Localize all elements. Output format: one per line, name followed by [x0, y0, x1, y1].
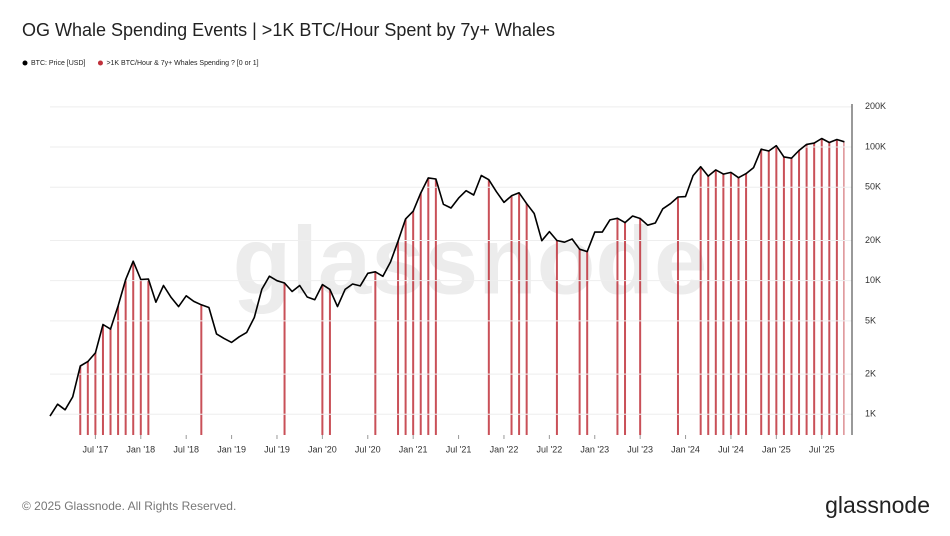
event-bar [722, 138, 725, 435]
event-bar [404, 138, 407, 435]
logo: glassnode [825, 492, 930, 518]
event-bar [79, 138, 82, 435]
y-tick-label: 50K [865, 182, 881, 192]
watermark: glassnode [233, 207, 708, 314]
event-bar [578, 138, 581, 435]
x-tick-label: Jul '22 [536, 444, 562, 454]
event-bar [200, 138, 203, 435]
x-tick-label: Jul '17 [83, 444, 109, 454]
event-bar [525, 138, 528, 435]
event-bar [616, 138, 619, 435]
event-bar [94, 138, 97, 435]
event-bar [782, 138, 785, 435]
event-bar [835, 138, 838, 435]
event-bar [510, 138, 513, 435]
event-bars [79, 138, 845, 435]
event-bar [147, 138, 150, 435]
event-bar [843, 138, 845, 435]
footer: © 2025 Glassnode. All Rights Reserved. [22, 499, 236, 513]
event-bar [555, 138, 558, 435]
event-bar [745, 138, 748, 435]
event-bar [820, 138, 823, 435]
x-tick-label: Jan '21 [399, 444, 428, 454]
x-tick-label: Jul '18 [173, 444, 199, 454]
legend-label: >1K BTC/Hour & 7y+ Whales Spending ? [0 … [106, 60, 258, 67]
event-bar [737, 138, 740, 435]
price-line [49, 137, 845, 417]
chart-title: OG Whale Spending Events | >1K BTC/Hour … [22, 20, 555, 40]
event-bar [321, 138, 324, 435]
event-bar [283, 138, 286, 435]
event-bar [624, 138, 627, 435]
event-bar [117, 138, 120, 435]
x-tick-label: Jan '25 [762, 444, 791, 454]
event-bar [487, 138, 490, 435]
event-bar [374, 138, 377, 435]
event-bar [828, 138, 831, 435]
event-bar [639, 138, 642, 435]
event-bar [397, 138, 400, 435]
x-tick-label: Jul '24 [718, 444, 744, 454]
x-tick-label: Jan '18 [126, 444, 155, 454]
x-tick-label: Jul '20 [355, 444, 381, 454]
event-bar [760, 138, 763, 435]
event-bar [707, 138, 710, 435]
event-bar [699, 138, 702, 435]
y-tick-label: 2K [865, 368, 876, 378]
event-bar [412, 138, 415, 435]
event-bar [124, 138, 127, 435]
event-bar [518, 138, 521, 435]
event-bar [805, 138, 808, 435]
y-tick-label: 1K [865, 409, 876, 419]
y-tick-label: 100K [865, 141, 886, 151]
event-bar [101, 138, 104, 435]
x-tick-label: Jan '20 [308, 444, 337, 454]
x-tick-label: Jul '23 [627, 444, 653, 454]
event-bar [798, 138, 801, 435]
y-tick-label: 10K [865, 275, 881, 285]
event-bar [586, 138, 589, 435]
event-bar [434, 138, 437, 435]
x-tick-label: Jan '24 [671, 444, 700, 454]
x-tick-label: Jul '25 [809, 444, 835, 454]
event-bar [775, 138, 778, 435]
event-bar [676, 138, 679, 435]
event-bar [132, 138, 135, 435]
event-bar [790, 138, 793, 435]
y-tick-label: 200K [865, 101, 886, 111]
event-bar [813, 138, 816, 435]
legend-label: BTC: Price [USD] [31, 60, 86, 67]
event-bar [419, 138, 422, 435]
event-bar [729, 138, 732, 435]
y-tick-label: 20K [865, 235, 881, 245]
x-tick-label: Jul '21 [446, 444, 472, 454]
event-bar [86, 138, 89, 435]
x-tick-label: Jul '19 [264, 444, 290, 454]
legend-marker [22, 60, 28, 66]
x-tick-label: Jan '22 [490, 444, 519, 454]
y-tick-label: 5K [865, 315, 876, 325]
event-bar [109, 138, 112, 435]
event-bar [767, 138, 770, 435]
event-bar [714, 138, 717, 435]
event-bar [427, 138, 430, 435]
x-tick-label: Jan '23 [580, 444, 609, 454]
legend-marker [97, 60, 103, 66]
event-bar [139, 138, 142, 435]
x-tick-label: Jan '19 [217, 444, 246, 454]
